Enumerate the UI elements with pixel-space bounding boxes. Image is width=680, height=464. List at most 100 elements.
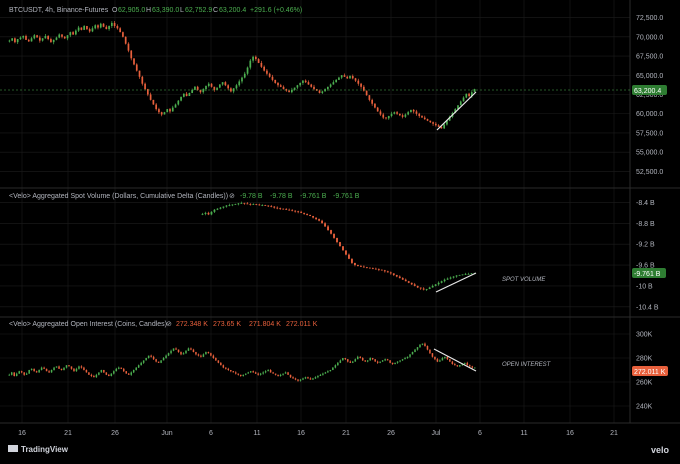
price-candle: [376, 106, 379, 112]
open-interest-candle: [170, 349, 172, 355]
spot-volume-candle: [276, 206, 279, 210]
spot-volume-trendline[interactable]: [435, 272, 477, 293]
open-interest-candle: [287, 371, 289, 375]
spot-volume-candle: [434, 284, 437, 287]
tradingview-logo-icon[interactable]: [8, 445, 18, 452]
visibility-icon[interactable]: ⊘: [229, 193, 235, 200]
price-candle: [11, 38, 14, 42]
spot-volume-candle: [240, 201, 243, 204]
spot-volume-candle: [297, 210, 300, 214]
open-interest-candle: [322, 372, 324, 376]
open-interest-candle: [88, 372, 90, 375]
open-interest-candle: [284, 371, 287, 374]
open-interest-candle: [68, 365, 70, 367]
price-candle: [160, 111, 163, 117]
price-candle: [72, 31, 74, 35]
price-candle: [412, 109, 415, 114]
price-trendline[interactable]: [436, 91, 477, 131]
open-interest-candle: [177, 349, 180, 353]
price-candles: [8, 20, 476, 130]
open-interest-candle: [53, 366, 55, 371]
spot-volume-axis[interactable]: -8.4 B -8.8 B -9.2 B -9.6 B -10 B -10.4 B: [636, 200, 659, 311]
price-candle: [130, 50, 133, 61]
open-interest-candle: [239, 374, 242, 377]
price-candle: [33, 34, 36, 40]
spot-volume-candle: [389, 271, 392, 275]
x-tick-label: 21: [342, 430, 350, 437]
price-candle: [274, 79, 277, 84]
open-interest-candle: [337, 361, 339, 366]
open-interest-candle: [409, 354, 411, 358]
price-candle: [213, 86, 216, 92]
open-interest-candle: [449, 359, 451, 362]
open-interest-candle: [471, 365, 474, 369]
price-candle: [94, 24, 97, 30]
time-axis[interactable]: 16 21 26 Jun 6 11 16 21 26 Jul 6 11 16 21: [18, 430, 618, 437]
open-interest-candle: [8, 373, 11, 376]
open-interest-candle: [252, 370, 254, 373]
price-candle: [105, 25, 108, 30]
open-interest-candle: [429, 349, 431, 355]
open-interest-candle: [207, 351, 210, 354]
open-interest-candle: [135, 367, 137, 371]
price-candle: [194, 85, 196, 91]
open-interest-candle: [165, 354, 167, 359]
price-axis[interactable]: 72,500.0 70,000.0 67,500.0 65,000.0 62,500.0…: [636, 15, 663, 176]
spot-volume-candle: [455, 275, 458, 278]
spot-volume-candle: [354, 262, 356, 267]
price-candle: [293, 87, 296, 91]
spot-volume-candle: [446, 277, 449, 280]
price-candle: [207, 82, 210, 88]
open-interest-candle: [352, 360, 354, 364]
price-candle: [398, 113, 401, 117]
open-interest-candle: [419, 343, 421, 348]
spot-volume-candle: [374, 267, 377, 270]
price-candle: [263, 65, 266, 72]
open-interest-candle: [299, 378, 302, 382]
spot-volume-candle: [380, 269, 383, 271]
open-interest-candle: [63, 367, 65, 371]
x-tick-label: 11: [520, 430, 527, 437]
price-candle: [241, 76, 243, 84]
tradingview-brand[interactable]: TradingView: [21, 445, 69, 454]
spot-volume-candle: [342, 246, 344, 251]
open-interest-candle: [379, 361, 381, 364]
open-interest-candle: [247, 371, 249, 374]
spot-volume-candle: [270, 204, 273, 208]
x-tick-label: Jun: [161, 430, 172, 437]
spot-volume-candle: [267, 205, 270, 208]
price-candle: [390, 111, 393, 118]
price-candle: [166, 108, 169, 113]
price-candle: [221, 82, 224, 86]
y-tick-label: 62,500.0: [636, 92, 663, 99]
price-candle: [102, 23, 105, 28]
open-interest-trendline[interactable]: [433, 348, 477, 372]
spot-volume-candle: [234, 203, 237, 205]
spot-volume-candle: [228, 203, 231, 207]
open-interest-candle: [439, 359, 441, 362]
spot-volume-candle: [288, 208, 291, 211]
spot-volume-candle: [219, 207, 222, 210]
spot-volume-candle: [321, 219, 323, 224]
spot-volume-candle: [246, 202, 249, 205]
open-interest-candle: [473, 367, 476, 369]
spot-volume-candle: [368, 267, 371, 269]
open-interest-candle: [466, 361, 469, 366]
price-candle: [296, 84, 299, 89]
price-candle: [421, 115, 423, 118]
price-candle: [174, 103, 177, 108]
price-candle: [135, 63, 138, 72]
price-candle: [224, 81, 227, 87]
open-interest-candle: [404, 356, 406, 360]
open-interest-candle: [38, 369, 40, 373]
price-candle: [346, 75, 349, 79]
open-interest-candle: [195, 351, 197, 356]
price-candle: [58, 33, 61, 39]
open-interest-candle: [312, 377, 314, 380]
open-interest-axis[interactable]: 300K 280K 260K 240K: [636, 332, 653, 411]
price-candle: [351, 74, 354, 80]
x-tick-label: 6: [478, 430, 482, 437]
open-interest-candle: [230, 369, 232, 373]
visibility-icon-2[interactable]: ⊘: [166, 321, 172, 328]
